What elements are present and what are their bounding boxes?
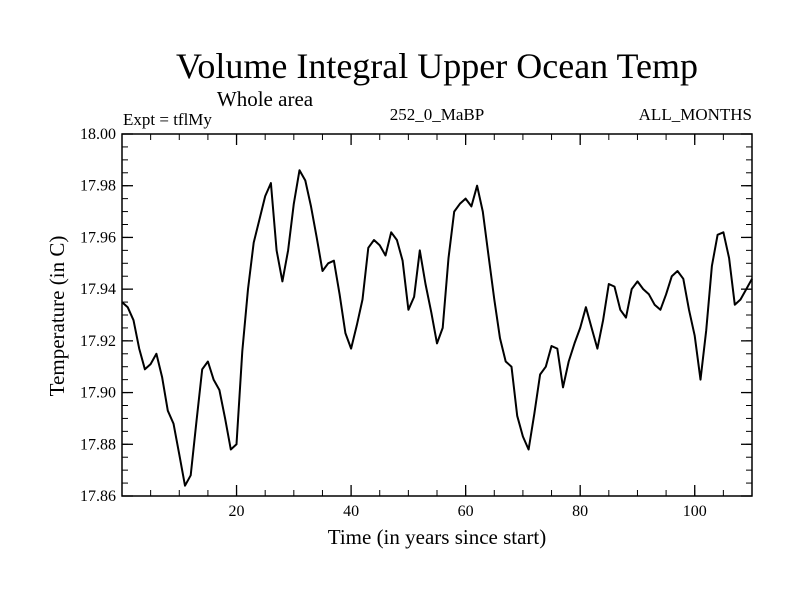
- x-tick-label: 100: [683, 503, 707, 520]
- y-tick-label: 17.90: [80, 385, 116, 402]
- run-id-label: 252_0_MaBP: [390, 105, 484, 124]
- x-tick-label: 40: [343, 503, 359, 520]
- x-tick-label: 20: [229, 503, 245, 520]
- y-tick-label: 17.98: [80, 178, 116, 195]
- x-tick-labels: 20 40 60 80 100: [229, 503, 707, 520]
- x-axis-label: Time (in years since start): [328, 525, 547, 549]
- months-label: ALL_MONTHS: [639, 105, 752, 124]
- major-ticks: [122, 133, 752, 497]
- experiment-label: Expt = tflMy: [123, 110, 212, 129]
- y-axis-label: Temperature (in C): [45, 236, 69, 397]
- chart-title: Volume Integral Upper Ocean Temp: [176, 46, 698, 86]
- chart-subtitle: Whole area: [217, 87, 314, 111]
- y-tick-label: 18.00: [80, 126, 116, 143]
- series-line: [121, 169, 753, 487]
- x-tick-label: 60: [458, 503, 474, 520]
- y-tick-label: 17.96: [80, 229, 116, 246]
- y-tick-label: 17.92: [80, 333, 116, 350]
- x-tick-label: 80: [572, 503, 588, 520]
- plot-frame: [121, 133, 753, 497]
- y-tick-labels: 17.86 17.88 17.90 17.92 17.94 17.96 17.98 18.00: [80, 126, 116, 505]
- minor-ticks: [122, 134, 752, 496]
- y-tick-label: 17.88: [80, 436, 116, 453]
- y-tick-label: 17.86: [80, 488, 116, 505]
- y-tick-label: 17.94: [80, 281, 116, 298]
